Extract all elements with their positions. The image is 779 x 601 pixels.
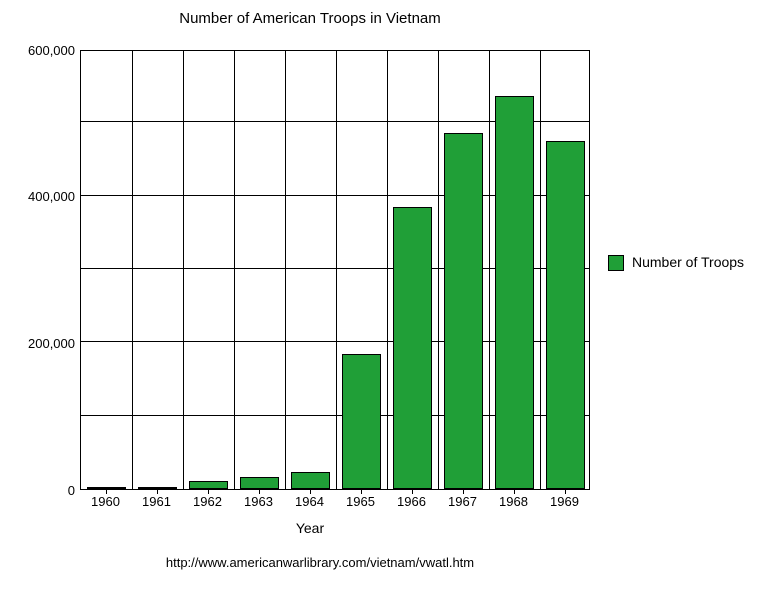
x-tick-label: 1961 xyxy=(131,494,182,509)
x-tick-label: 1960 xyxy=(80,494,131,509)
bar xyxy=(291,472,331,489)
bar xyxy=(342,354,382,489)
x-tick-label: 1962 xyxy=(182,494,233,509)
x-tick-label: 1966 xyxy=(386,494,437,509)
gridline-v xyxy=(234,51,235,489)
gridline-v xyxy=(387,51,388,489)
x-tick-label: 1968 xyxy=(488,494,539,509)
gridline-v xyxy=(438,51,439,489)
gridline-v xyxy=(285,51,286,489)
x-tick-label: 1969 xyxy=(539,494,590,509)
chart-page: Number of American Troops in Vietnam 0 20… xyxy=(0,0,779,601)
y-tick-label: 600,000 xyxy=(5,43,75,58)
bar xyxy=(189,481,229,489)
bar xyxy=(495,96,535,489)
x-tick-label: 1967 xyxy=(437,494,488,509)
legend: Number of Troops xyxy=(608,254,744,271)
gridline-v xyxy=(489,51,490,489)
gridline-v xyxy=(336,51,337,489)
x-tick-label: 1964 xyxy=(284,494,335,509)
x-tick-label: 1965 xyxy=(335,494,386,509)
plot-area xyxy=(80,50,590,490)
x-axis-title: Year xyxy=(0,520,620,536)
gridline-v xyxy=(183,51,184,489)
bar xyxy=(240,477,280,489)
y-tick-label: 0 xyxy=(5,483,75,498)
x-tick-label: 1963 xyxy=(233,494,284,509)
gridline-v xyxy=(132,51,133,489)
bar xyxy=(444,133,484,489)
legend-label: Number of Troops xyxy=(632,254,744,271)
chart-title: Number of American Troops in Vietnam xyxy=(0,10,620,27)
legend-swatch xyxy=(608,255,624,271)
bar xyxy=(393,207,433,489)
y-tick-label: 200,000 xyxy=(5,336,75,351)
chart-caption: http://www.americanwarlibrary.com/vietna… xyxy=(0,555,640,570)
bar xyxy=(546,141,586,489)
gridline-v xyxy=(540,51,541,489)
y-tick-label: 400,000 xyxy=(5,189,75,204)
